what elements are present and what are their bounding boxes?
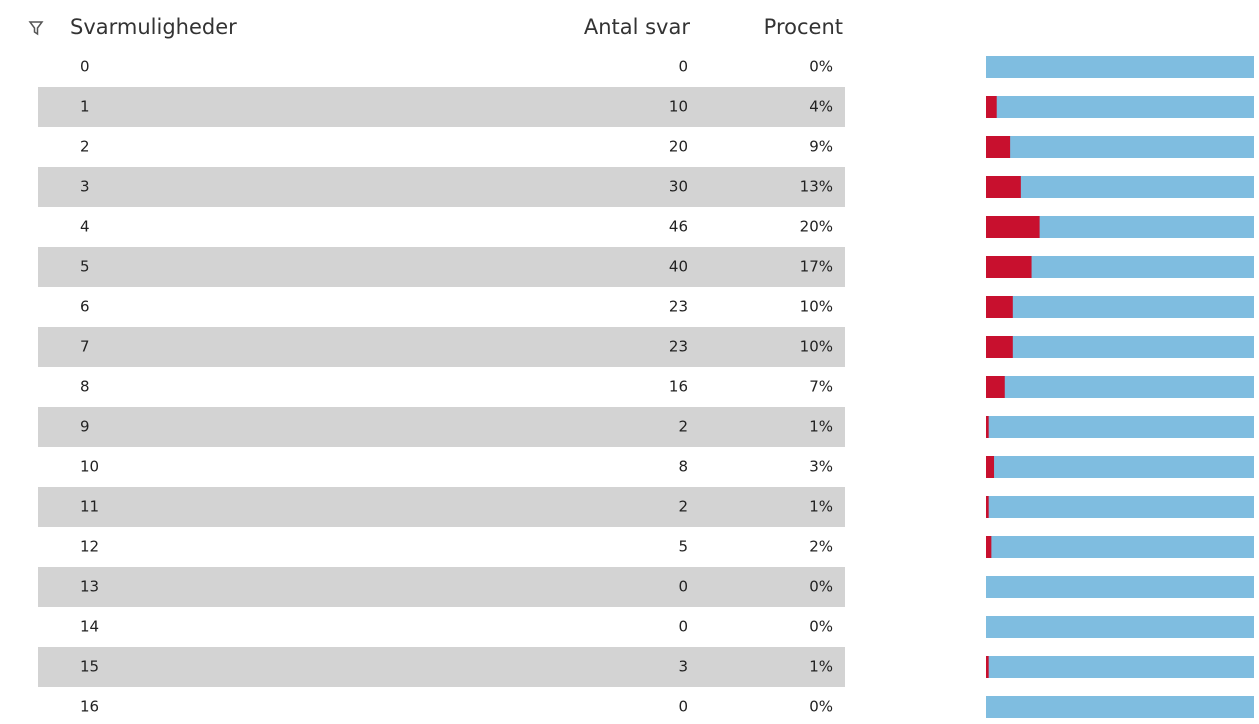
option-cell: 5 [80, 258, 90, 276]
row-background [38, 407, 845, 447]
header-option: Svarmuligheder [70, 15, 237, 39]
percent-cell: 4% [809, 98, 833, 116]
count-cell: 0 [678, 698, 688, 716]
option-cell: 10 [80, 458, 99, 476]
percent-cell: 0% [809, 58, 833, 76]
option-cell: 15 [80, 658, 99, 676]
count-cell: 40 [669, 258, 688, 276]
bar-track [986, 96, 1254, 118]
option-cell: 3 [80, 178, 90, 196]
count-cell: 2 [678, 498, 688, 516]
row-background [38, 87, 845, 127]
percent-bar [986, 416, 989, 438]
filter-icon[interactable] [28, 21, 44, 36]
count-cell: 3 [678, 658, 688, 676]
option-cell: 11 [80, 498, 99, 516]
count-cell: 0 [678, 58, 688, 76]
bar-track [986, 136, 1254, 158]
row-background [38, 247, 845, 287]
percent-cell: 2% [809, 538, 833, 556]
bar-track [986, 416, 1254, 438]
percent-cell: 1% [809, 498, 833, 516]
percent-bar [986, 296, 1013, 318]
bar-track [986, 496, 1254, 518]
bar-track [986, 296, 1254, 318]
row-background [38, 487, 845, 527]
option-cell: 13 [80, 578, 99, 596]
row-background [38, 567, 845, 607]
option-cell: 7 [80, 338, 90, 356]
bar-track [986, 56, 1254, 78]
percent-bar [986, 376, 1005, 398]
bar-track [986, 336, 1254, 358]
option-cell: 8 [80, 378, 90, 396]
option-cell: 2 [80, 138, 90, 156]
bar-track [986, 536, 1254, 558]
percent-cell: 10% [800, 338, 833, 356]
count-cell: 23 [669, 298, 688, 316]
row-background [38, 647, 845, 687]
bar-track [986, 616, 1254, 638]
bar-track [986, 456, 1254, 478]
bar-track [986, 256, 1254, 278]
percent-cell: 1% [809, 418, 833, 436]
option-cell: 12 [80, 538, 99, 556]
row-background [38, 327, 845, 367]
option-cell: 0 [80, 58, 90, 76]
percent-bar [986, 496, 989, 518]
bar-track [986, 696, 1254, 718]
percent-bar [986, 136, 1011, 158]
percent-bar [986, 656, 989, 678]
percent-bar [986, 176, 1021, 198]
percent-bar [986, 336, 1013, 358]
percent-cell: 1% [809, 658, 833, 676]
option-cell: 16 [80, 698, 99, 716]
option-cell: 4 [80, 218, 90, 236]
percent-bar [986, 96, 997, 118]
bar-track [986, 216, 1254, 238]
count-cell: 20 [669, 138, 688, 156]
percent-cell: 9% [809, 138, 833, 156]
count-cell: 23 [669, 338, 688, 356]
count-cell: 16 [669, 378, 688, 396]
option-cell: 6 [80, 298, 90, 316]
count-cell: 5 [678, 538, 688, 556]
count-cell: 30 [669, 178, 688, 196]
percent-cell: 3% [809, 458, 833, 476]
percent-cell: 20% [800, 218, 833, 236]
percent-bar [986, 456, 995, 478]
percent-cell: 13% [800, 178, 833, 196]
percent-bar [986, 216, 1040, 238]
bar-track [986, 376, 1254, 398]
bar-track [986, 576, 1254, 598]
percent-cell: 7% [809, 378, 833, 396]
option-cell: 1 [80, 98, 90, 116]
count-cell: 46 [669, 218, 688, 236]
percent-cell: 0% [809, 578, 833, 596]
bar-track [986, 656, 1254, 678]
percent-cell: 0% [809, 618, 833, 636]
count-cell: 10 [669, 98, 688, 116]
option-cell: 14 [80, 618, 99, 636]
percent-cell: 10% [800, 298, 833, 316]
count-cell: 8 [678, 458, 688, 476]
count-cell: 0 [678, 578, 688, 596]
percent-bar [986, 536, 992, 558]
option-cell: 9 [80, 418, 90, 436]
percent-cell: 17% [800, 258, 833, 276]
count-cell: 2 [678, 418, 688, 436]
bar-track [986, 176, 1254, 198]
percent-cell: 0% [809, 698, 833, 716]
row-background [38, 167, 845, 207]
header-count: Antal svar [584, 15, 691, 39]
header-percent: Procent [764, 15, 843, 39]
count-cell: 0 [678, 618, 688, 636]
percent-bar [986, 256, 1032, 278]
